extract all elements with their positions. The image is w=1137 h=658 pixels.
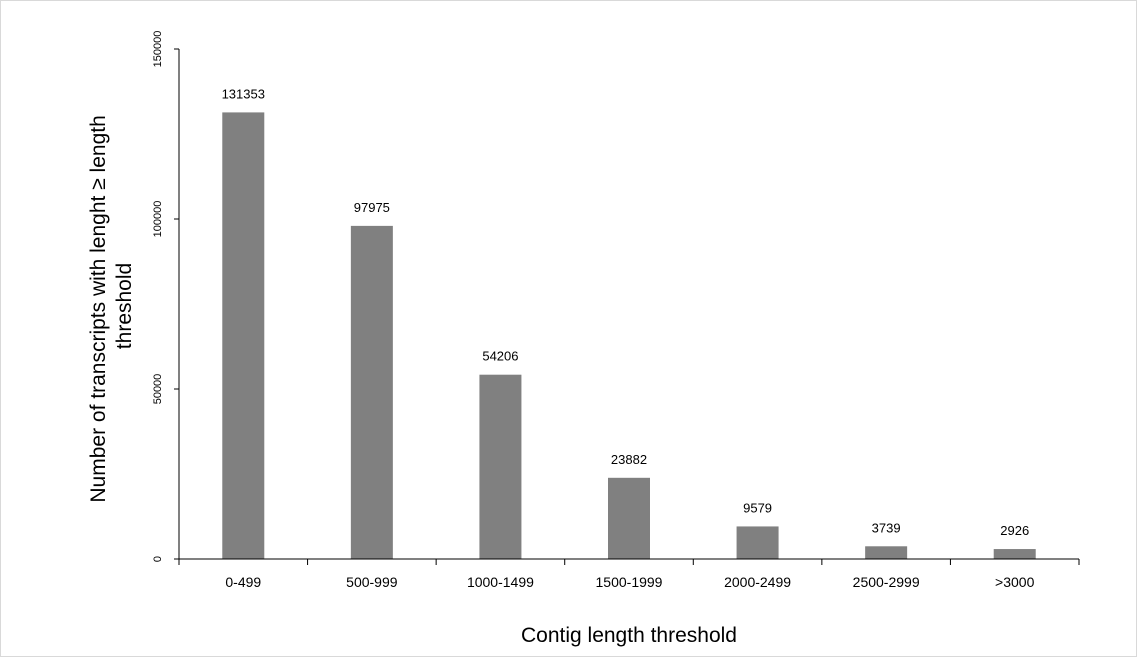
bar-500-999 (350, 225, 393, 559)
x-tick-label->3000: >3000 (995, 574, 1035, 590)
y-axis-title-line-2: threshold (113, 263, 136, 349)
x-tick-label-2000-2499: 2000-2499 (724, 574, 791, 590)
y-tick-label-0: 0 (152, 556, 164, 562)
bar-1000-1499 (479, 374, 522, 559)
x-tick-label-2500-2999: 2500-2999 (853, 574, 920, 590)
x-tick-label-500-999: 500-999 (346, 574, 398, 590)
bar-0-499 (222, 112, 265, 559)
bar->3000 (993, 549, 1036, 559)
data-label-2000-2499: 9579 (743, 500, 772, 515)
x-tick-label-0-499: 0-499 (225, 574, 261, 590)
bar-1500-1999 (608, 477, 650, 559)
bars-layer (222, 112, 1036, 559)
data-label-1000-1499: 54206 (482, 349, 518, 364)
y-axis-title: Number of transcripts with lenght ≥ leng… (87, 109, 136, 502)
data-label->3000: 2926 (1000, 523, 1029, 538)
x-tick-label-1000-1499: 1000-1499 (467, 574, 534, 590)
bar-2500-2999 (865, 546, 908, 559)
data-label-0-499: 131353 (222, 86, 265, 101)
bar-2000-2499 (736, 526, 779, 559)
x-tick-label-1500-1999: 1500-1999 (596, 574, 663, 590)
x-axis-title: Contig length threshold (521, 624, 737, 647)
data-label-2500-2999: 3739 (872, 520, 901, 535)
data-label-1500-1999: 23882 (611, 452, 647, 467)
data-label-500-999: 97975 (354, 200, 390, 215)
y-tick-label-50000: 50000 (152, 374, 164, 405)
axes-layer (174, 48, 1080, 565)
y-tick-label-100000: 100000 (152, 201, 164, 238)
labels-layer: 131353 97975 54206 23882 9579 3739 2926 0 50000 1… (152, 31, 1035, 590)
y-axis-title-line-1: Number of transcripts with lenght ≥ leng… (87, 115, 110, 502)
y-tick-label-150000: 150000 (152, 31, 164, 68)
